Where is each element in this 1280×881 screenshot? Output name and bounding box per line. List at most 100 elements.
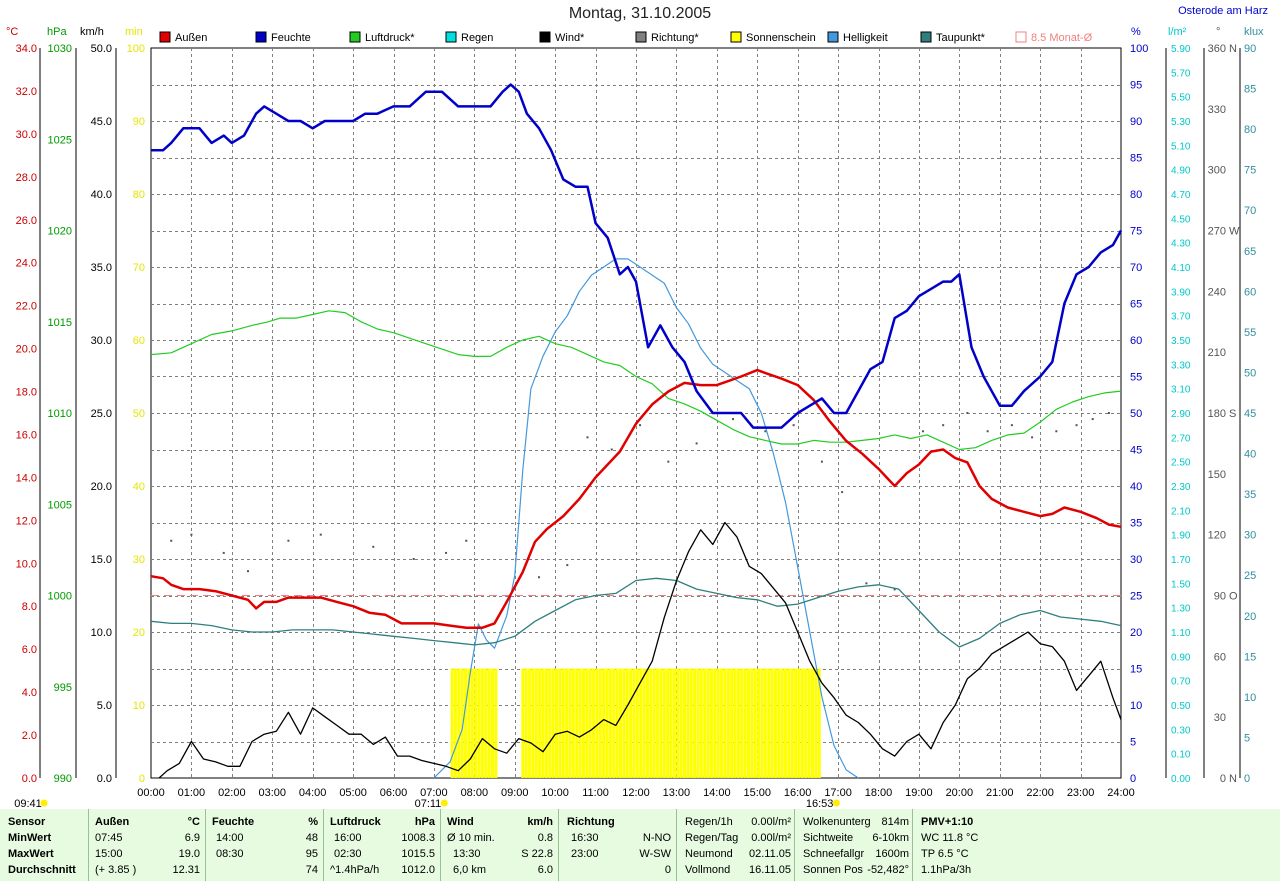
sunshine-bar: [538, 668, 542, 778]
sunshine-bar: [524, 668, 528, 778]
direction-tick-label: 90: [1214, 591, 1226, 603]
x-tick-label: 00:00: [137, 787, 165, 799]
location-label: Osterode am Harz: [1178, 5, 1268, 17]
wind-tick-label: 25.0: [91, 408, 112, 420]
footer-feuchte: Feuchte% 14:00 48 08:30 95 74: [205, 809, 324, 881]
rain-tick-label: 4.10: [1171, 263, 1191, 274]
sunshine-bar: [639, 668, 643, 778]
humidity-tick-label: 5: [1130, 737, 1136, 749]
legend-label-helligkeit: Helligkeit: [843, 32, 888, 44]
sunshine-bar: [726, 668, 730, 778]
rain-tick-label: 3.90: [1171, 287, 1191, 298]
light-tick-label: 25: [1244, 570, 1256, 582]
humidity-tick-label: 15: [1130, 664, 1142, 676]
direction-compass-label: O: [1229, 591, 1238, 603]
sun-tick-label: 100: [127, 43, 145, 55]
sunshine-bar: [544, 668, 548, 778]
sunshine-bar: [780, 668, 784, 778]
sunshine-bar: [480, 668, 484, 778]
direction-tick-label: 60: [1214, 651, 1226, 663]
aussen-min-time: 07:45: [95, 832, 123, 844]
sunshine-bar: [733, 668, 737, 778]
sun-tick-label: 80: [133, 189, 145, 201]
legend-item-luftdruck: Luftdruck*: [349, 31, 415, 44]
sunshine-bar: [571, 668, 575, 778]
footer-wind: Wind km/h Ø 10 min. 0.8 13:30 S 22.8 6,0 km…: [440, 809, 559, 881]
direction-dot: [732, 418, 734, 421]
sunshine-bar: [612, 668, 616, 778]
feuchte-max-value: 95: [305, 848, 318, 860]
x-tick-label: 19:00: [905, 787, 933, 799]
legend-label-taupunkt: Taupunkt*: [936, 32, 986, 44]
sunshine-bar: [669, 668, 673, 778]
temp-tick-label: 16.0: [16, 429, 37, 441]
humidity-tick-label: 10: [1130, 700, 1142, 712]
x-tick-label: 16:00: [784, 787, 812, 799]
luftdruck-max-time: 02:30: [334, 848, 362, 860]
rain-tick-label: 1.50: [1171, 579, 1191, 590]
direction-dot: [465, 539, 468, 542]
humidity-tick-label: 0: [1130, 773, 1136, 785]
direction-dot: [1031, 436, 1034, 439]
direction-dot: [1075, 424, 1078, 427]
rain-tick-label: 3.70: [1171, 312, 1191, 323]
wind-avg10-value: 0.8: [537, 832, 553, 844]
direction-compass-label: N: [1229, 773, 1237, 785]
light-tick-label: 30: [1244, 530, 1256, 542]
rain-tick-label: 4.90: [1171, 166, 1191, 177]
sunshine-bar: [800, 668, 804, 778]
light-tick-label: 45: [1244, 408, 1256, 420]
wind-tick-label: 30.0: [91, 335, 112, 347]
sun-tick-label: 20: [133, 627, 145, 639]
legend-item-regen: Regen: [445, 31, 493, 44]
rain-tick-label: 3.10: [1171, 385, 1191, 396]
direction-dot: [820, 460, 823, 463]
direction-dot: [610, 448, 613, 451]
direction-compass-label: N: [1229, 43, 1237, 55]
luftdruck-min-time: 16:00: [334, 832, 362, 844]
x-tick-label: 01:00: [178, 787, 206, 799]
x-tick-label: 05:00: [339, 787, 367, 799]
sunshine-bar: [534, 668, 538, 778]
sunshine-bar: [662, 668, 666, 778]
temp-tick-label: 28.0: [16, 172, 37, 184]
temp-tick-label: 24.0: [16, 258, 37, 270]
grid: [151, 48, 1121, 778]
pressure-unit-label: hPa: [47, 26, 67, 38]
sunshine-bar: [592, 668, 596, 778]
sunshine-bar: [619, 668, 623, 778]
sunshine-bar: [528, 668, 532, 778]
sunset-marker-dot: [832, 799, 840, 807]
temp-tick-label: 6.0: [22, 644, 37, 656]
temp-tick-label: 26.0: [16, 215, 37, 227]
wind-tick-label: 0.0: [97, 773, 112, 785]
sunshine-bar: [683, 668, 686, 778]
temp-tick-label: 10.0: [16, 558, 37, 570]
x-tick-label: 23:00: [1067, 787, 1095, 799]
sonnenpos-label: Sonnen Pos: [803, 864, 863, 876]
light-tick-label: 15: [1244, 651, 1256, 663]
wolken-value: 814m: [881, 816, 909, 828]
direction-tick-label: 330: [1208, 104, 1226, 116]
legend-swatch-feuchte: [255, 31, 267, 43]
rain-tick-label: 0.10: [1171, 750, 1191, 761]
direction-dot: [966, 412, 969, 414]
aussen-title: Außen: [95, 816, 130, 828]
light-tick-label: 40: [1244, 449, 1256, 461]
sunshine-bar: [565, 668, 569, 778]
sunshine-bar: [531, 668, 535, 778]
sunshine-bar: [521, 668, 525, 778]
sunshine-bar: [709, 668, 713, 778]
humidity-tick-label: 100: [1130, 43, 1148, 55]
rain-tick-label: 0.70: [1171, 677, 1191, 688]
pressure-tick-label: 1005: [48, 499, 72, 511]
x-tick-label: 15:00: [743, 787, 771, 799]
sunshine-bar: [740, 668, 744, 778]
pressure-tick-label: 990: [54, 773, 72, 785]
temp-tick-label: 18.0: [16, 387, 37, 399]
rain-tick-label: 0.90: [1171, 652, 1191, 663]
rain-tick-label: 5.90: [1171, 44, 1191, 55]
richtung-avg-value: 0: [664, 864, 671, 876]
footer-aussen: Außen °C 07:45 6.9 15:00 19.0 (+ 3.85 ) 12.3…: [88, 809, 206, 881]
sunshine-bar: [770, 668, 774, 778]
